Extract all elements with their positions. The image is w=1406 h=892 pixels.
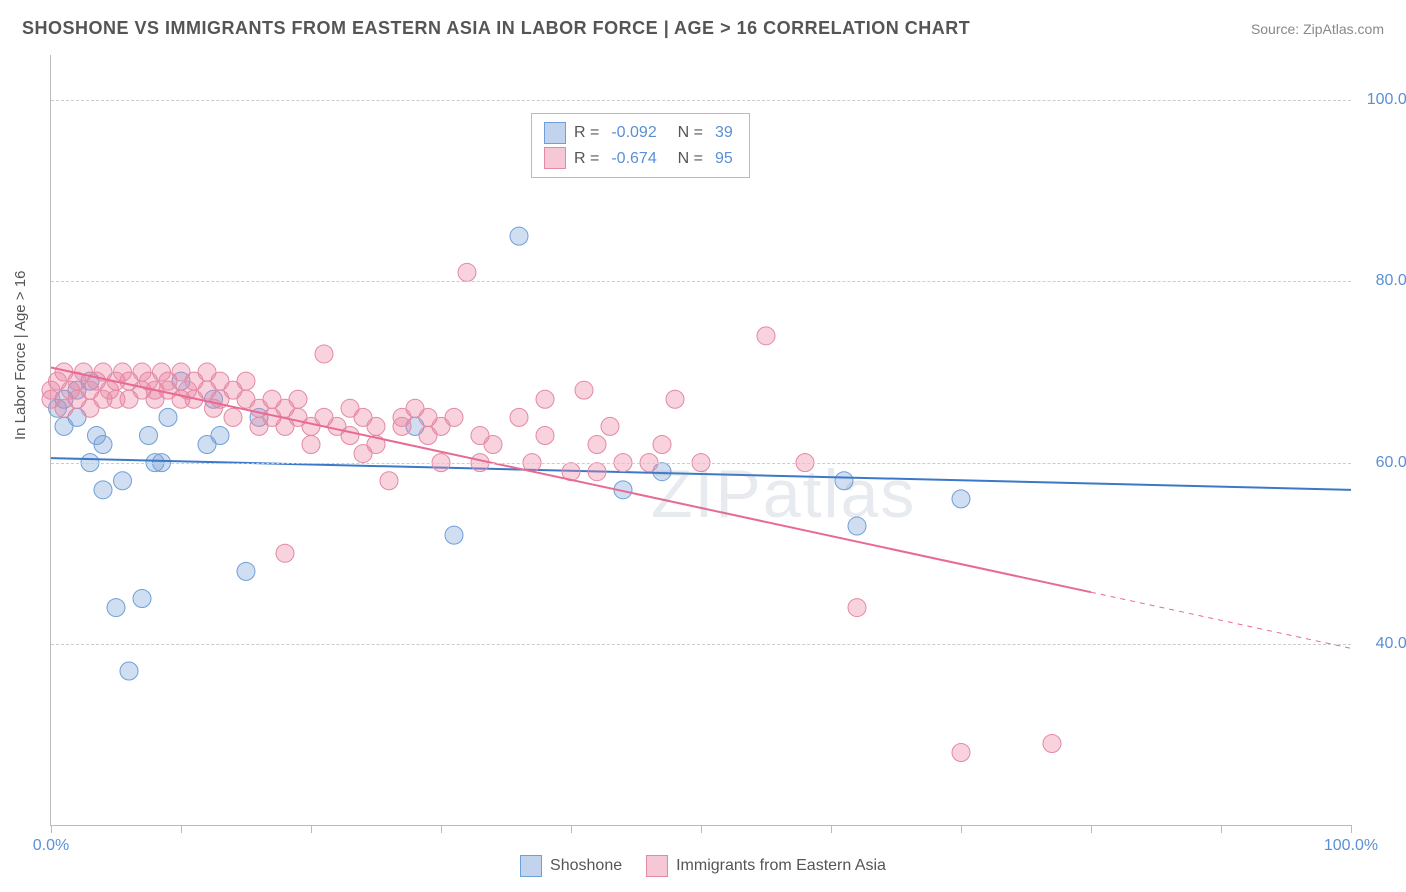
plot-area: ZIPatlas R = -0.092 N = 39R = -0.674 N =… [50,55,1351,826]
x-tick [701,825,702,833]
legend-swatch [646,855,668,877]
data-point [510,227,528,245]
legend-n-value: 95 [715,146,733,172]
data-point [445,526,463,544]
legend-r-label: R = [574,120,599,146]
x-tick-label: 0.0% [33,837,69,855]
data-point [159,408,177,426]
x-tick [181,825,182,833]
legend-top: R = -0.092 N = 39R = -0.674 N = 95 [531,113,750,178]
x-tick [1091,825,1092,833]
data-point [393,417,411,435]
grid-line [51,644,1351,645]
legend-item: Immigrants from Eastern Asia [646,855,886,877]
data-point [848,599,866,617]
data-point [666,390,684,408]
legend-swatch [544,147,566,169]
data-point [575,381,593,399]
x-tick [961,825,962,833]
data-point [94,436,112,454]
x-tick [571,825,572,833]
x-tick [1221,825,1222,833]
legend-label: Immigrants from Eastern Asia [676,857,886,875]
legend-bottom: Shoshone Immigrants from Eastern Asia [0,855,1406,882]
x-tick [51,825,52,833]
grid-line [51,100,1351,101]
data-point [133,590,151,608]
chart-title: SHOSHONE VS IMMIGRANTS FROM EASTERN ASIA… [22,18,970,39]
data-point [458,263,476,281]
data-point [445,408,463,426]
x-tick [1351,825,1352,833]
legend-row: R = -0.092 N = 39 [544,120,737,146]
x-tick-label: 100.0% [1324,837,1378,855]
legend-row: R = -0.674 N = 95 [544,146,737,172]
data-point [484,436,502,454]
data-point [510,408,528,426]
data-point [380,472,398,490]
data-point [601,417,619,435]
data-point [835,472,853,490]
data-point [848,517,866,535]
grid-line [51,281,1351,282]
y-tick-label: 80.0% [1361,272,1406,290]
data-point [588,463,606,481]
legend-n-label: N = [669,146,703,172]
legend-n-label: N = [669,120,703,146]
data-point [114,472,132,490]
y-tick-label: 100.0% [1361,91,1406,109]
trend-line-dashed [1091,592,1351,648]
legend-r-value: -0.092 [611,120,656,146]
data-point [952,490,970,508]
x-tick [441,825,442,833]
data-point [536,426,554,444]
data-point [94,481,112,499]
data-point [276,544,294,562]
legend-r-label: R = [574,146,599,172]
legend-n-value: 39 [715,120,733,146]
data-point [653,436,671,454]
data-point [1043,734,1061,752]
data-point [315,345,333,363]
legend-swatch [544,122,566,144]
data-point [211,426,229,444]
y-axis-label: In Labor Force | Age > 16 [12,271,29,440]
data-point [341,426,359,444]
data-point [536,390,554,408]
title-bar: SHOSHONE VS IMMIGRANTS FROM EASTERN ASIA… [22,18,1384,39]
data-point [237,562,255,580]
y-tick-label: 60.0% [1361,454,1406,472]
data-point [588,436,606,454]
legend-label: Shoshone [550,857,622,875]
source-label: Source: ZipAtlas.com [1251,21,1384,37]
data-point [237,372,255,390]
data-point [224,408,242,426]
data-point [107,599,125,617]
data-point [952,744,970,762]
grid-line [51,463,1351,464]
data-point [757,327,775,345]
legend-swatch [520,855,542,877]
data-point [120,662,138,680]
x-tick [311,825,312,833]
data-point [302,436,320,454]
legend-r-value: -0.674 [611,146,656,172]
data-point [367,417,385,435]
x-tick [831,825,832,833]
data-point [140,426,158,444]
y-tick-label: 40.0% [1361,635,1406,653]
legend-item: Shoshone [520,855,622,877]
data-point [289,390,307,408]
